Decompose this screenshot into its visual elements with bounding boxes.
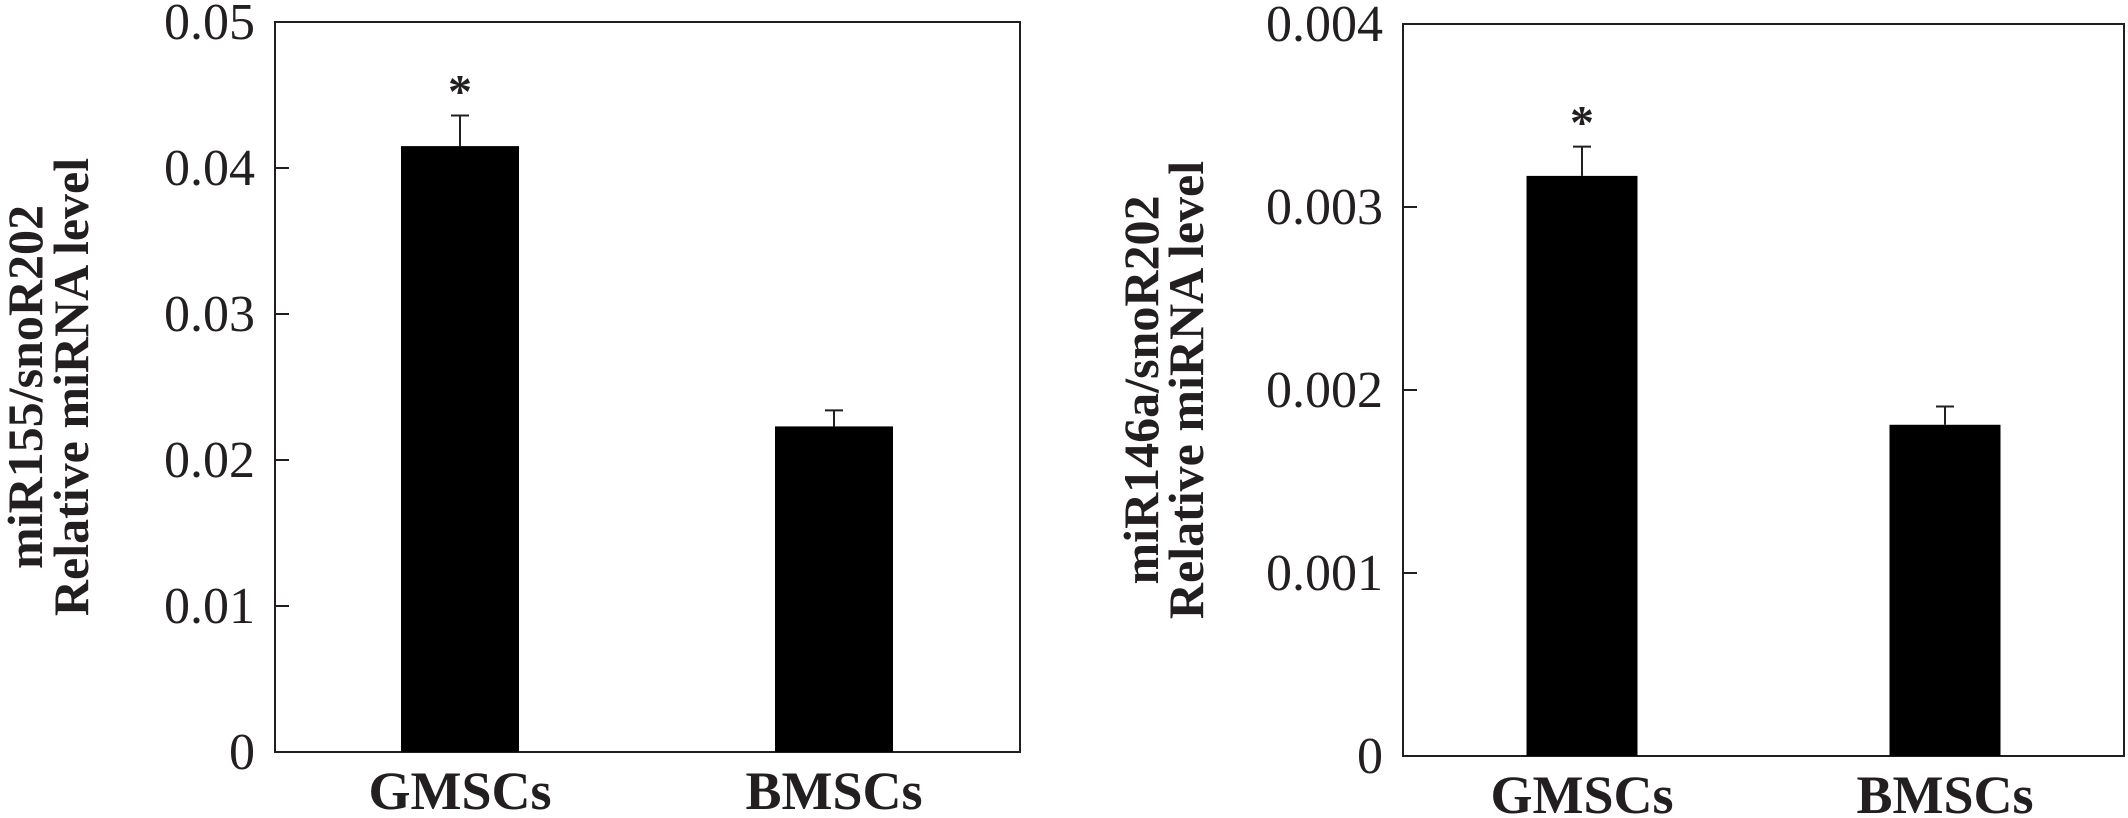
y-tick-label: 0.002 bbox=[1266, 362, 1383, 419]
y-tick-label: 0.05 bbox=[164, 0, 255, 51]
x-category-label: GMSCs bbox=[368, 761, 551, 818]
chart-panel-miR155: 0 0.01 0.02 0.03 0.04 0.05 * GMSCs BMSCs miR155/s… bbox=[0, 0, 1021, 818]
bar-bmscs bbox=[1889, 424, 2001, 756]
x-category-label: BMSCs bbox=[745, 761, 922, 818]
bar-gmscs bbox=[1526, 175, 1638, 756]
bar-gmscs bbox=[401, 146, 519, 753]
y-axis-label-line1: miR146a/snoR202 bbox=[1113, 196, 1169, 585]
x-category-label: BMSCs bbox=[1856, 765, 2033, 818]
significance-asterisk: * bbox=[448, 65, 472, 118]
plot-frame bbox=[1402, 23, 2125, 757]
y-tick-label: 0.003 bbox=[1266, 179, 1383, 236]
y-axis-label-line2: Relative miRNA level bbox=[1158, 161, 1214, 619]
x-category-label: GMSCs bbox=[1490, 765, 1673, 818]
plot-frame bbox=[274, 21, 1021, 753]
y-axis-label-line2: Relative miRNA level bbox=[43, 158, 99, 616]
bar-bmscs bbox=[775, 426, 893, 752]
y-tick-label: 0.03 bbox=[164, 286, 255, 343]
y-tick-label: 0.02 bbox=[164, 432, 255, 489]
y-tick-label: 0 bbox=[1357, 728, 1383, 785]
significance-asterisk: * bbox=[1570, 97, 1594, 150]
y-tick-label: 0.004 bbox=[1266, 0, 1383, 53]
y-tick-label: 0 bbox=[229, 724, 255, 781]
y-tick-label: 0.04 bbox=[164, 140, 255, 197]
y-axis-label-line1: miR155/snoR202 bbox=[0, 205, 53, 569]
chart-panel-miR146a: 0 0.001 0.002 0.003 0.004 * GMSCs BMSCs miR146a/… bbox=[1113, 0, 2125, 818]
y-tick-label: 0.001 bbox=[1266, 545, 1383, 602]
y-tick-label: 0.01 bbox=[164, 578, 255, 635]
